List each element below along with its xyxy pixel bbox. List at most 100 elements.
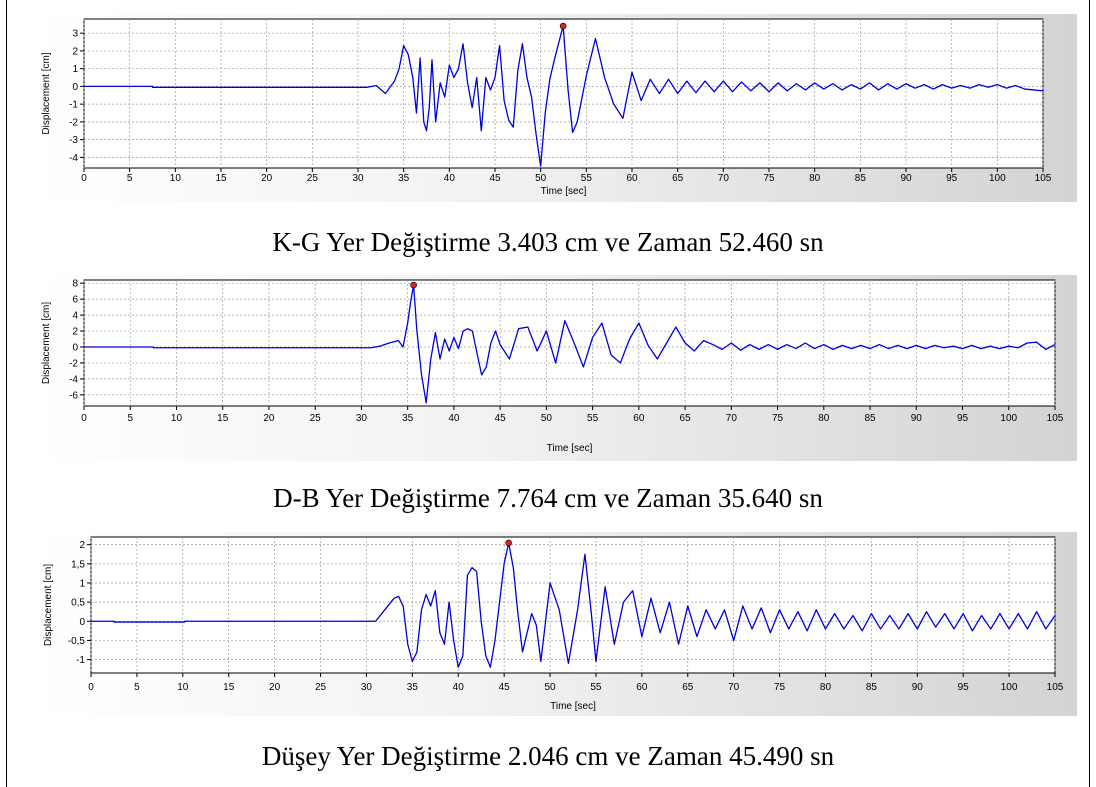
series-line xyxy=(84,284,1056,404)
x-axis-label: Time [sec] xyxy=(547,443,593,454)
x-tick-label: 20 xyxy=(261,173,273,184)
peak-marker xyxy=(559,22,567,30)
x-tick-label: 10 xyxy=(171,413,183,424)
y-tick-label: -1 xyxy=(69,100,78,111)
x-tick-label: 15 xyxy=(215,173,227,184)
y-axis-label: Displacement [cm] xyxy=(41,302,52,384)
x-tick-label: 50 xyxy=(544,682,556,693)
x-tick-label: 45 xyxy=(499,682,511,693)
x-tick-label: 15 xyxy=(217,413,229,424)
plot-area xyxy=(90,536,1056,674)
x-tick-label: 40 xyxy=(448,413,460,424)
series-line xyxy=(84,25,1044,167)
chart-panel-kg: 0 5 10 15 20 25 30 35 40 45 50 55 60 65 70 75 80 85 90 95 10… xyxy=(37,14,1077,202)
y-tick-label: 3 xyxy=(72,29,78,40)
x-tick-label: 80 xyxy=(818,413,830,424)
x-tick-label: 30 xyxy=(352,173,364,184)
y-tick-label: 1 xyxy=(72,64,78,75)
y-tick-label: -3 xyxy=(69,135,78,146)
x-tick-label: 60 xyxy=(633,413,645,424)
x-tick-label: 105 xyxy=(1047,682,1064,693)
x-tick-label: 65 xyxy=(672,173,684,184)
y-tick-label: 0 xyxy=(72,342,78,353)
caption-kg: K-G Yer Değiştirme 3.403 cm ve Zaman 52.… xyxy=(272,227,824,257)
y-tick-label: 4 xyxy=(72,311,78,322)
y-tick-label: 1,5 xyxy=(71,559,85,570)
x-tick-label: 90 xyxy=(900,173,912,184)
y-tick-label: 6 xyxy=(72,295,78,306)
y-tick-label: -4 xyxy=(69,374,78,385)
x-tick-label: 60 xyxy=(626,173,638,184)
chart-panel-db: 0 5 10 15 20 25 30 35 40 45 50 55 60 65 70 75 80 85 90 95 10… xyxy=(37,275,1077,461)
x-tick-label: 60 xyxy=(636,682,648,693)
y-tick-label: 0 xyxy=(72,82,78,93)
x-tick-label: 95 xyxy=(946,173,958,184)
y-tick-label: 2 xyxy=(72,327,78,338)
y-tick-label: -0,5 xyxy=(68,636,86,647)
x-tick-label: 105 xyxy=(1047,413,1064,424)
x-tick-label: 70 xyxy=(726,413,738,424)
y-tick-label: 8 xyxy=(72,279,78,290)
x-tick-label: 55 xyxy=(587,413,599,424)
chart-dusey: 0 5 10 15 20 25 30 35 40 45 50 55 60 65 70 75 80 85 90 95 10… xyxy=(43,536,1064,712)
x-tick-label: 75 xyxy=(772,413,784,424)
chart-kg: 0 5 10 15 20 25 30 35 40 45 50 55 60 65 70 75 80 85 90 95 10… xyxy=(41,18,1052,197)
x-tick-label: 35 xyxy=(407,682,419,693)
x-tick-label: 70 xyxy=(718,173,730,184)
y-tick-label: -2 xyxy=(69,117,78,128)
x-tick-label: 5 xyxy=(127,173,133,184)
figure-frame xyxy=(6,0,1090,787)
x-tick-label: 40 xyxy=(453,682,465,693)
x-tick-label: 50 xyxy=(541,413,553,424)
x-tick-label: 55 xyxy=(590,682,602,693)
y-tick-label: -1 xyxy=(76,655,85,666)
x-tick-label: 20 xyxy=(269,682,281,693)
x-tick-label: 90 xyxy=(911,413,923,424)
caption-db: D-B Yer Değiştirme 7.764 cm ve Zaman 35.… xyxy=(273,483,823,513)
x-tick-label: 5 xyxy=(127,413,133,424)
x-tick-label: 100 xyxy=(989,173,1006,184)
x-tick-label: 85 xyxy=(855,173,867,184)
x-axis-label: Time [sec] xyxy=(550,701,596,712)
x-tick-label: 20 xyxy=(263,413,275,424)
x-tick-label: 0 xyxy=(81,413,87,424)
y-tick-label: -6 xyxy=(69,390,78,401)
x-tick-label: 95 xyxy=(958,682,970,693)
x-tick-label: 100 xyxy=(1001,682,1018,693)
caption-dusey: Düşey Yer Değiştirme 2.046 cm ve Zaman 4… xyxy=(261,741,835,771)
x-tick-label: 25 xyxy=(310,413,322,424)
y-tick-label: -4 xyxy=(69,153,78,164)
y-tick-label: 0,5 xyxy=(71,598,85,609)
chart-panel-dusey: 0 5 10 15 20 25 30 35 40 45 50 55 60 65 70 75 80 85 90 95 10… xyxy=(37,532,1077,716)
x-tick-label: 55 xyxy=(581,173,593,184)
x-tick-label: 25 xyxy=(315,682,327,693)
y-tick-label: 1 xyxy=(79,578,85,589)
plot-area xyxy=(83,279,1056,407)
x-tick-label: 30 xyxy=(356,413,368,424)
x-tick-label: 15 xyxy=(223,682,235,693)
y-tick-label: 0 xyxy=(79,617,85,628)
peak-marker xyxy=(505,539,512,547)
x-tick-label: 35 xyxy=(402,413,414,424)
x-tick-label: 80 xyxy=(809,173,821,184)
x-tick-label: 45 xyxy=(489,173,501,184)
x-tick-label: 85 xyxy=(864,413,876,424)
x-tick-label: 10 xyxy=(177,682,189,693)
x-axis-label: Time [sec] xyxy=(541,186,587,197)
y-axis-label: Displacement [cm] xyxy=(41,52,52,134)
x-tick-label: 105 xyxy=(1035,173,1052,184)
plot-area xyxy=(83,18,1044,169)
x-tick-label: 45 xyxy=(495,413,507,424)
series-line xyxy=(91,542,1056,668)
x-tick-label: 0 xyxy=(81,173,87,184)
x-tick-label: 65 xyxy=(682,682,694,693)
y-axis-label: Displacement [cm] xyxy=(43,564,54,646)
x-tick-label: 80 xyxy=(820,682,832,693)
x-tick-label: 0 xyxy=(88,682,94,693)
y-tick-label: 2 xyxy=(79,540,85,551)
chart-db: 0 5 10 15 20 25 30 35 40 45 50 55 60 65 70 75 80 85 90 95 10… xyxy=(41,279,1064,454)
x-tick-label: 75 xyxy=(763,173,775,184)
x-tick-label: 30 xyxy=(361,682,373,693)
x-tick-label: 85 xyxy=(866,682,878,693)
y-tick-label: 2 xyxy=(72,46,78,57)
